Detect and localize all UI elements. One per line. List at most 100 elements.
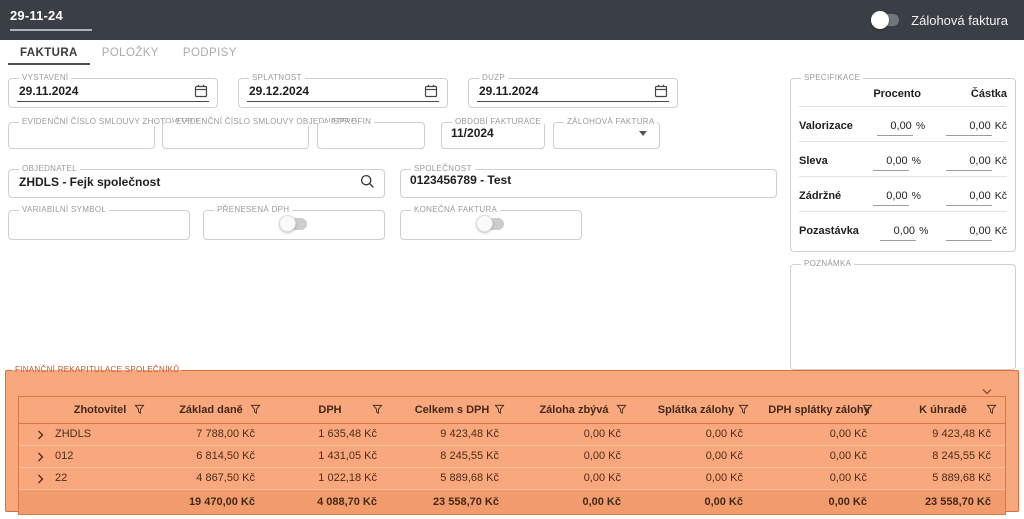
column-header-k-uhrade[interactable]: K úhradě bbox=[881, 397, 1005, 423]
isprofin-input[interactable] bbox=[326, 126, 416, 143]
prenesena-dph-toggle[interactable] bbox=[279, 215, 307, 232]
tab-polozky[interactable]: POLOŽKY bbox=[101, 46, 159, 59]
calendar-icon[interactable] bbox=[654, 84, 668, 98]
sleva-procento-input[interactable]: 0,00 bbox=[872, 155, 909, 171]
spec-col-castka: Částka bbox=[970, 88, 1007, 100]
search-icon[interactable] bbox=[360, 174, 375, 189]
column-header-dph-splatky-zalohy[interactable]: DPH splátky zálohy bbox=[757, 397, 881, 423]
valorizace-castka-input[interactable]: 0,00 bbox=[945, 120, 992, 136]
column-header-label: Zhotovitel bbox=[73, 404, 127, 416]
duzp-input[interactable]: 29.11.2024 bbox=[477, 82, 669, 102]
expand-row-icon[interactable] bbox=[19, 468, 47, 489]
table-row[interactable]: ZHDLS 7 788,00 Kč 1 635,48 Kč 9 423,48 K… bbox=[19, 424, 1005, 446]
zalohova-faktura-select[interactable] bbox=[562, 126, 651, 143]
cell-k-uhrade: 9 423,48 Kč bbox=[932, 428, 991, 440]
spec-row-label: Valorizace bbox=[799, 120, 853, 132]
column-header-label: DPH bbox=[318, 404, 342, 416]
zalohova-faktura-header-toggle-label: Zálohová faktura bbox=[911, 12, 1008, 28]
filter-icon[interactable] bbox=[494, 404, 505, 415]
column-header-label: Splátka zálohy bbox=[657, 404, 735, 416]
spec-row-label: Sleva bbox=[799, 155, 828, 167]
column-header-zaklad-dane[interactable]: Základ daně bbox=[153, 397, 269, 423]
cell-celkem-s-dph: 5 889,68 Kč bbox=[440, 472, 499, 484]
zadrzne-castka-input[interactable]: 0,00 bbox=[945, 190, 992, 206]
column-header-zaloha-zbyva[interactable]: Záloha zbývá bbox=[513, 397, 635, 423]
column-header-label: K úhradě bbox=[919, 404, 967, 416]
filter-icon[interactable] bbox=[616, 404, 627, 415]
valorizace-procento-input[interactable]: 0,00 bbox=[876, 120, 913, 136]
table-total-row: 19 470,00 Kč 4 088,70 Kč 23 558,70 Kč 0,… bbox=[19, 490, 1005, 514]
spec-row-label: Zádržné bbox=[799, 190, 842, 202]
total-splatka-zalohy: 0,00 Kč bbox=[704, 496, 743, 508]
filter-icon[interactable] bbox=[986, 404, 997, 415]
financni-rekapitulace-label: FINANČNÍ REKAPITULACE SPOLEČNÍKŮ bbox=[15, 365, 180, 374]
column-header-splatka-zalohy[interactable]: Splátka zálohy bbox=[635, 397, 757, 423]
unit-percent: % bbox=[915, 120, 926, 132]
expand-row-icon[interactable] bbox=[19, 424, 47, 445]
toggle-knob-icon bbox=[476, 215, 493, 232]
poznamka-input[interactable] bbox=[799, 268, 1007, 364]
column-header-zhotovitel[interactable]: Zhotovitel bbox=[47, 397, 153, 423]
specifikace-panel-label: SPECIFIKACE bbox=[804, 73, 861, 82]
expand-row-icon[interactable] bbox=[19, 446, 47, 467]
pozastavka-castka-input[interactable]: 0,00 bbox=[945, 225, 992, 241]
filter-icon[interactable] bbox=[862, 404, 873, 415]
cell-k-uhrade: 8 245,55 Kč bbox=[932, 450, 991, 462]
column-header-label: Základ daně bbox=[179, 404, 243, 416]
filter-icon[interactable] bbox=[372, 404, 383, 415]
unit-percent: % bbox=[919, 225, 929, 237]
collapse-icon[interactable] bbox=[982, 388, 992, 395]
objednatel-input[interactable]: ZHDLS - Fejk společnost bbox=[17, 173, 376, 192]
cell-celkem-s-dph: 9 423,48 Kč bbox=[440, 428, 499, 440]
unit-currency: Kč bbox=[994, 225, 1007, 237]
table-row[interactable]: 012 6 814,50 Kč 1 431,05 Kč 8 245,55 Kč … bbox=[19, 446, 1005, 468]
vystaveni-input[interactable]: 29.11.2024 bbox=[17, 82, 209, 102]
evid-cislo-objednatele-input[interactable] bbox=[171, 126, 300, 143]
field-duzp-label: DUZP bbox=[482, 73, 505, 82]
total-zaloha-zbyva: 0,00 Kč bbox=[582, 496, 621, 508]
pozastavka-procento-input[interactable]: 0,00 bbox=[880, 225, 917, 241]
table-row[interactable]: 22 4 867,50 Kč 1 022,18 Kč 5 889,68 Kč 0… bbox=[19, 468, 1005, 490]
calendar-icon[interactable] bbox=[194, 84, 208, 98]
recap-table-header: Zhotovitel Základ daně DPH Celkem s DPH … bbox=[19, 397, 1005, 424]
cell-zaklad-dane: 7 788,00 Kč bbox=[196, 428, 255, 440]
field-obdobi-fakturace-label: OBDOBÍ FAKTURACE bbox=[455, 117, 542, 126]
konecna-faktura-toggle[interactable] bbox=[476, 215, 504, 232]
cell-zhotovitel: 22 bbox=[55, 472, 68, 484]
cell-zaloha-zbyva: 0,00 Kč bbox=[583, 450, 621, 462]
filter-icon[interactable] bbox=[134, 404, 145, 415]
field-variabilni-symbol-label: VARIABILNÍ SYMBOL bbox=[22, 205, 107, 214]
filter-icon[interactable] bbox=[738, 404, 749, 415]
spolecnost-input[interactable]: 0123456789 - Test bbox=[410, 173, 512, 187]
tab-faktura[interactable]: FAKTURA bbox=[8, 42, 90, 65]
total-celkem-s-dph: 23 558,70 Kč bbox=[432, 496, 499, 508]
unit-currency: Kč bbox=[994, 120, 1007, 132]
column-header-celkem-s-dph[interactable]: Celkem s DPH bbox=[391, 397, 513, 423]
splatnost-input[interactable]: 29.12.2024 bbox=[247, 82, 439, 102]
cell-splatka-zalohy: 0,00 Kč bbox=[705, 472, 743, 484]
field-splatnost: SPLATNOST 29.12.2024 bbox=[238, 74, 448, 108]
evid-cislo-zhotovitele-input[interactable] bbox=[17, 126, 146, 143]
obdobi-fakturace-input[interactable]: 11/2024 bbox=[451, 126, 494, 140]
field-zalohova-faktura: ZÁLOHOVÁ FAKTURA bbox=[553, 118, 660, 149]
calendar-icon[interactable] bbox=[424, 84, 438, 98]
field-spolecnost-label: SPOLEČNOST bbox=[414, 164, 472, 173]
tab-podpisy[interactable]: PODPISY bbox=[182, 46, 237, 59]
filter-icon[interactable] bbox=[250, 404, 261, 415]
cell-k-uhrade: 5 889,68 Kč bbox=[932, 472, 991, 484]
total-dph-splatky-zalohy: 0,00 Kč bbox=[828, 496, 867, 508]
variabilni-symbol-input[interactable] bbox=[17, 214, 181, 231]
zalohova-faktura-header-toggle[interactable] bbox=[871, 11, 900, 29]
column-header-dph[interactable]: DPH bbox=[269, 397, 391, 423]
objednatel-value: ZHDLS - Fejk společnost bbox=[19, 175, 161, 189]
dropdown-caret-icon[interactable] bbox=[639, 131, 647, 136]
field-vystaveni-label: VYSTAVENÍ bbox=[22, 73, 69, 82]
sleva-castka-input[interactable]: 0,00 bbox=[945, 155, 992, 171]
toggle-knob-icon bbox=[871, 11, 890, 29]
zadrzne-procento-input[interactable]: 0,00 bbox=[872, 190, 909, 206]
poznamka-panel-label: POZNÁMKA bbox=[804, 259, 852, 268]
cell-splatka-zalohy: 0,00 Kč bbox=[705, 428, 743, 440]
total-dph: 4 088,70 Kč bbox=[317, 496, 377, 508]
spec-row-sleva: Sleva 0,00% 0,00 Kč bbox=[799, 142, 1007, 177]
field-objednatel-label: OBJEDNATEL bbox=[22, 164, 77, 173]
